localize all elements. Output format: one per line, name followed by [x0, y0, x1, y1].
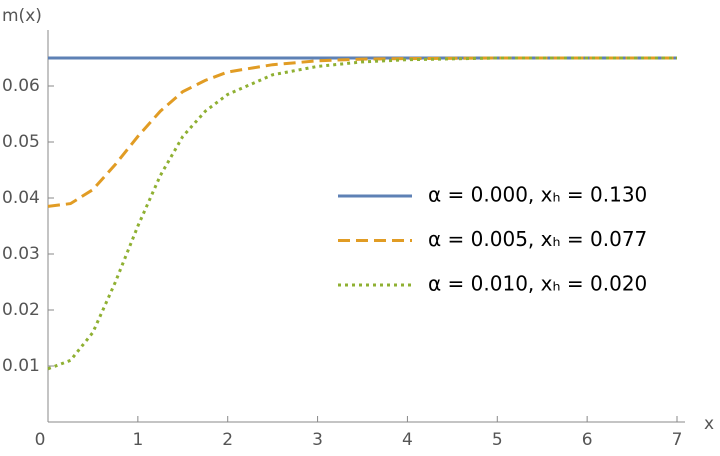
x-tick-label: 7: [672, 430, 683, 450]
legend-label: α = 0.010, xₕ = 0.020: [428, 272, 647, 296]
y-tick-label: 0.05: [2, 132, 40, 152]
x-tick-label: 1: [132, 430, 143, 450]
x-tick-label: 3: [312, 430, 323, 450]
x-tick-label: 0: [35, 430, 46, 450]
x-tick-label: 4: [402, 430, 413, 450]
y-tick-label: 0.03: [2, 244, 40, 264]
y-tick-label: 0.02: [2, 300, 40, 320]
x-tick-label: 6: [582, 430, 593, 450]
x-tick-label: 5: [492, 430, 503, 450]
y-tick-label: 0.01: [2, 356, 40, 376]
y-tick-label: 0.06: [2, 76, 40, 96]
x-axis-label: x: [704, 414, 714, 434]
y-axis-label: m(x): [2, 6, 42, 26]
x-tick-label: 2: [222, 430, 233, 450]
y-tick-label: 0.04: [2, 188, 40, 208]
series-line: [47, 56, 677, 371]
legend-label: α = 0.000, xₕ = 0.130: [428, 183, 647, 207]
legend-label: α = 0.005, xₕ = 0.077: [428, 227, 647, 251]
